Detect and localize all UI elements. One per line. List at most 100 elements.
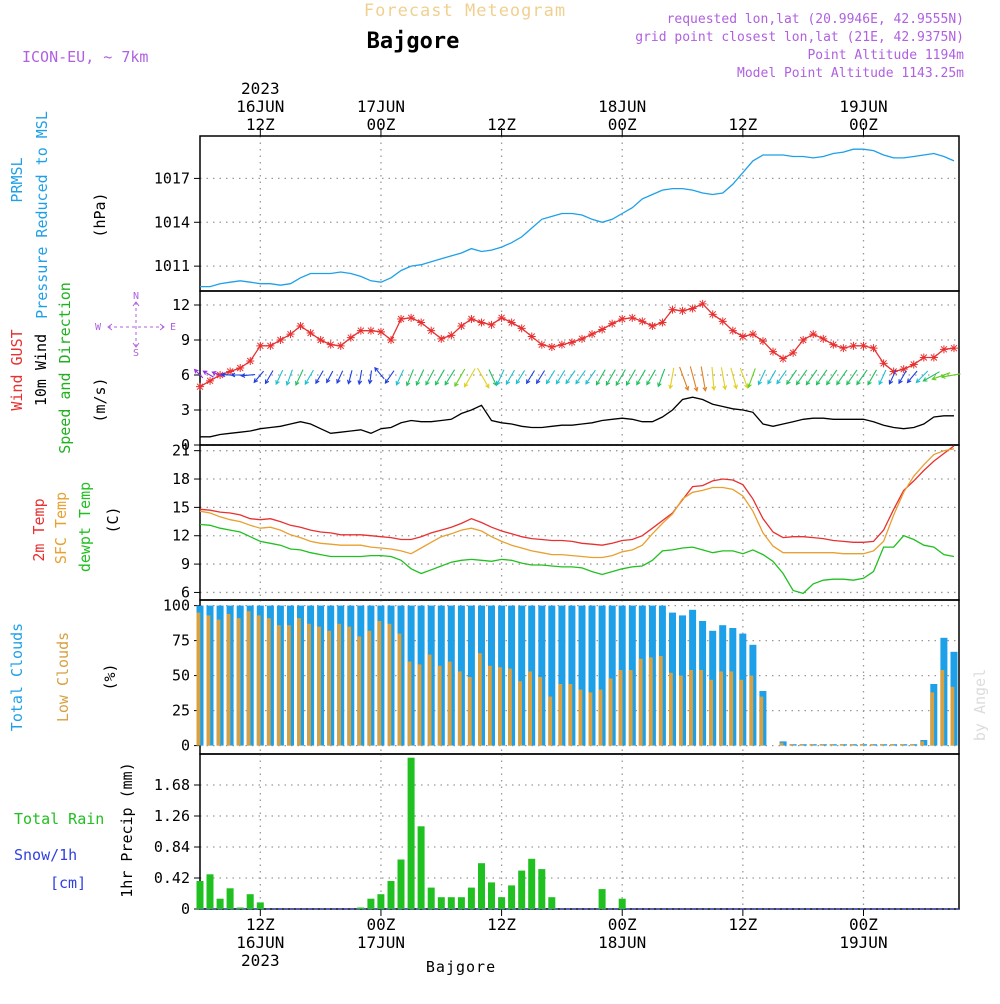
wind-direction-arrow: [856, 369, 868, 386]
y-tick-label: 3: [181, 401, 190, 419]
low-cloud-bar: [880, 744, 884, 746]
wind-label: Speed and Direction: [56, 282, 74, 454]
low-cloud-bar: [206, 615, 211, 746]
temp-sfc-line: [199, 448, 955, 559]
top-time-label: 17JUN: [357, 97, 405, 116]
low-cloud-bar: [900, 744, 904, 746]
wind-direction-arrow: [488, 369, 498, 387]
low-cloud-bar: [407, 661, 412, 746]
rain-bar: [528, 858, 536, 909]
wind-direction-arrow: [585, 369, 596, 385]
rain-bar: [548, 897, 556, 909]
gust-marker: [517, 324, 526, 333]
rain-bar: [478, 863, 485, 909]
y-tick-label: 100: [163, 597, 190, 615]
low-cloud-bar: [327, 630, 331, 746]
rain-bar: [598, 889, 606, 909]
wind-direction-arrow: [826, 369, 838, 386]
wind-direction-arrow: [357, 370, 363, 386]
low-cloud-bar: [427, 654, 432, 746]
wind-direction-arrow: [730, 367, 738, 390]
low-cloud-bar: [437, 665, 442, 746]
wind-direction-arrow: [757, 369, 766, 386]
total-cloud-bar: [608, 605, 616, 746]
pressure-label: Pressure Reduced to MSL: [33, 111, 51, 319]
rain-bar: [206, 874, 214, 909]
wind-direction-arrow: [922, 371, 940, 382]
low-cloud-bar: [236, 618, 241, 746]
wind-direction-arrow: [878, 369, 887, 386]
rain-bar: [246, 894, 254, 909]
wind-label: 10m Wind: [32, 334, 50, 406]
dewpoint-line: [199, 523, 955, 595]
wind-direction-arrow: [193, 368, 204, 379]
bottom-time-label: 00Z: [849, 915, 878, 934]
gust-marker: [547, 343, 556, 351]
panel-frame: [199, 753, 960, 910]
wind-direction-arrow: [615, 369, 626, 387]
wind-direction-arrow: [565, 370, 576, 385]
rain-bar: [437, 897, 445, 909]
low-cloud-bar: [699, 670, 703, 746]
gust-marker: [417, 318, 426, 327]
pressure-label: PRMSL: [8, 157, 26, 202]
compass-e: E: [170, 322, 176, 333]
total-cloud-bar: [578, 605, 586, 746]
y-tick-label: 0: [181, 900, 190, 918]
top-time-label: 18JUN: [598, 97, 646, 116]
low-cloud-bar: [779, 742, 784, 746]
low-cloud-bar: [397, 633, 402, 746]
low-cloud-bar: [689, 670, 693, 746]
top-time-label: 2023: [241, 79, 280, 98]
wind-speed-line: [200, 396, 954, 438]
model-altitude: Model Point Altitude 1143.25m: [737, 66, 964, 81]
panel-precip: 0 0.42 0.84 1.26 1.68: [154, 753, 960, 918]
gust-marker: [588, 330, 597, 339]
compass-n: N: [133, 291, 139, 302]
gust-marker: [638, 317, 647, 326]
top-time-label: 12Z: [246, 115, 275, 134]
pressure-unit: (hPa): [91, 192, 109, 237]
gust-marker: [527, 332, 536, 341]
rain-bar: [508, 885, 516, 909]
low-cloud-bar: [628, 670, 633, 746]
low-cloud-bar: [809, 744, 814, 746]
low-cloud-bar: [910, 744, 914, 746]
rain-bar: [377, 894, 385, 909]
wind-direction-arrow: [454, 368, 466, 388]
low-cloud-bar: [940, 670, 945, 746]
gust-marker: [909, 360, 918, 369]
rain-bar: [498, 897, 506, 909]
low-cloud-bar: [849, 744, 854, 746]
low-cloud-bar: [387, 623, 392, 746]
low-cloud-bar: [819, 744, 824, 746]
wind-direction-arrow: [846, 369, 858, 386]
low-cloud-bar: [729, 671, 734, 746]
wind-direction-arrow: [595, 369, 606, 386]
gust-marker: [789, 348, 798, 357]
low-cloud-bar: [719, 671, 723, 746]
wind-direction-arrow: [444, 369, 456, 386]
low-cloud-bar: [246, 611, 251, 746]
wind-direction-arrow: [367, 370, 373, 385]
gust-marker: [376, 327, 385, 336]
wind-direction-arrow: [295, 369, 304, 387]
low-cloud-bar: [467, 677, 472, 746]
low-cloud-bar: [920, 741, 925, 746]
temp-2m-line: [199, 445, 955, 546]
low-cloud-bar: [598, 689, 603, 746]
low-cloud-bar: [799, 744, 804, 746]
wind-direction-arrow: [505, 369, 515, 386]
total-cloud-bar: [598, 605, 606, 746]
gust-marker: [336, 341, 345, 350]
y-tick-label: 1.68: [154, 776, 190, 794]
wind-direction-arrow: [211, 371, 225, 378]
wind-direction-arrow: [657, 368, 666, 388]
wind-direction-arrow: [679, 366, 690, 392]
low-cloud-bar: [608, 678, 613, 746]
low-cloud-bar: [337, 623, 341, 746]
wind-direction-arrow: [767, 370, 777, 385]
low-cloud-bar: [618, 670, 623, 746]
wind-direction-arrow: [326, 370, 334, 384]
